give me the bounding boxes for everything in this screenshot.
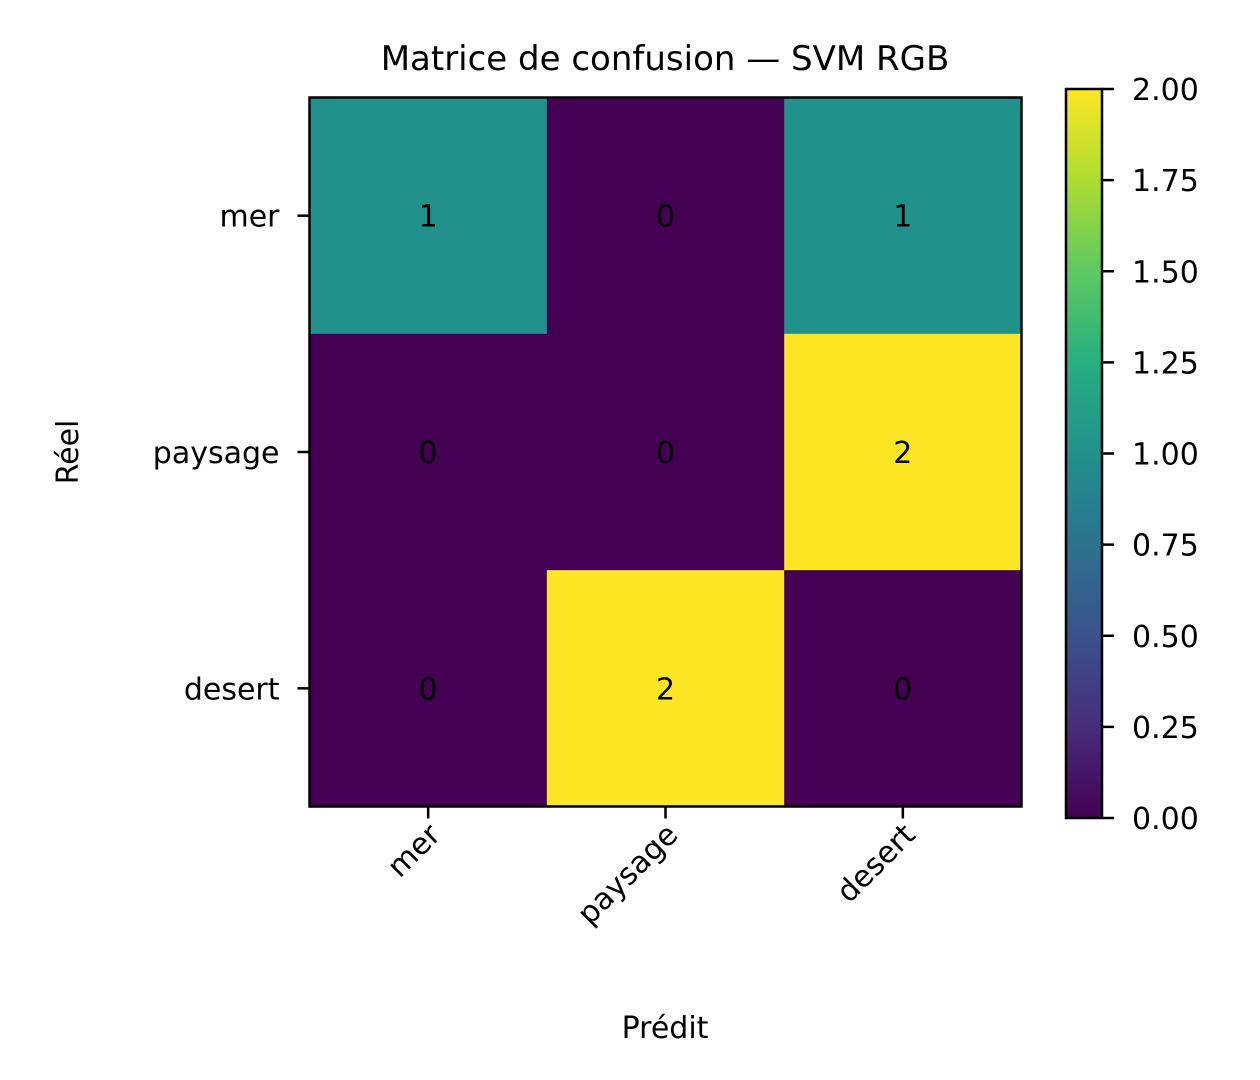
x-tick-label: paysage [571,817,685,931]
colorbar-tick-label: 0.50 [1132,620,1199,655]
colorbar-tick-label: 1.50 [1132,255,1199,290]
heatmap-cell-0-1 [546,97,785,335]
heatmap-cell-1-2 [784,333,1022,571]
x-axis-label: Prédit [622,1011,709,1046]
heatmap-cell-0-2 [784,97,1022,335]
y-tick-label: desert [184,672,280,707]
heatmap-cell-2-2 [784,570,1022,807]
colorbar [1064,87,1104,820]
x-axis-ticks: mer paysage desert [381,806,923,932]
y-tick-label: mer [219,200,280,235]
cell-value-2-0: 0 [419,672,438,707]
cell-value-0-0: 1 [419,200,438,235]
heatmap-cell-2-0 [309,570,548,807]
cell-value-1-0: 0 [419,436,438,471]
y-tick-label: paysage [153,436,280,471]
colorbar-tick-label: 1.25 [1132,346,1199,381]
y-axis-label: Réel [51,420,86,485]
heatmap-cell-0-0 [309,97,548,335]
cell-value-0-1: 0 [656,200,675,235]
heatmap-cell-1-1 [546,333,785,571]
x-tick-label: mer [381,817,449,885]
y-axis-ticks: mer paysage desert [153,200,310,707]
heatmap-cell-2-1 [546,570,785,807]
colorbar-tick-label: 2.00 [1132,73,1199,108]
cell-value-1-1: 0 [656,436,675,471]
colorbar-tick-label: 0.00 [1132,802,1199,837]
heatmap-cell-1-0 [309,333,548,571]
colorbar-tick-label: 1.75 [1132,164,1199,199]
cell-value-0-2: 1 [893,200,912,235]
x-tick-label: desert [830,817,923,910]
cell-value-2-1: 2 [656,672,675,707]
colorbar-tick-label: 0.75 [1132,529,1199,564]
colorbar-tick-label: 0.25 [1132,711,1199,746]
colorbar-ticks: 0.00 0.25 0.50 0.75 1.00 1.25 1.50 1.75 2.00 [1102,73,1199,837]
colorbar-tick-label: 1.00 [1132,438,1199,473]
chart-title: Matrice de confusion — SVM RGB [381,39,950,79]
cell-value-labels: 1 0 1 0 0 2 0 2 0 [419,200,913,708]
cell-value-2-2: 0 [893,672,912,707]
heatmap-cells [309,97,1022,807]
cell-value-1-2: 2 [893,436,912,471]
